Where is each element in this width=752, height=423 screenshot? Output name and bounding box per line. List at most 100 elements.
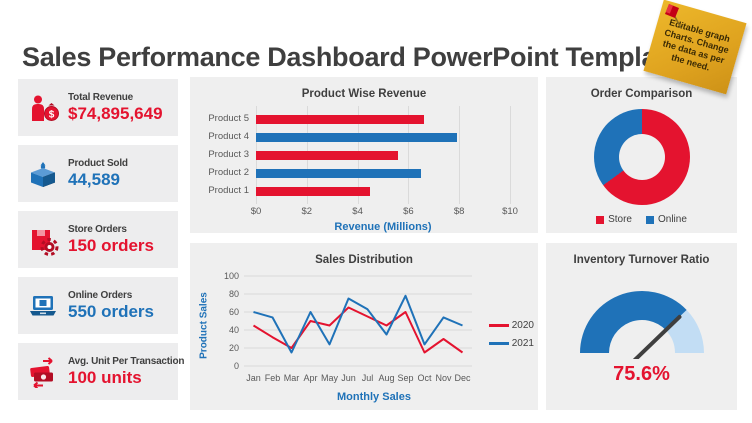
push-pin-icon xyxy=(660,2,688,39)
kpi-text: Avg. Unit Per Transaction 100 units xyxy=(68,355,185,388)
kpi-card-avg-unit: Avg. Unit Per Transaction 100 units xyxy=(18,343,185,400)
x-axis-label: Monthly Sales xyxy=(337,391,411,403)
bar-category-label: Product 1 xyxy=(208,185,249,196)
bar-category-label: Product 4 xyxy=(208,131,249,142)
donut-legend: Store Online xyxy=(546,214,737,225)
kpi-label: Online Orders xyxy=(68,289,133,301)
kpi-card-store-orders: Store Orders 150 orders xyxy=(18,211,178,268)
bar-xticks: $0 $2 $4 $6 $8 $10 xyxy=(251,206,518,218)
y-tick-label: 100 xyxy=(224,271,239,281)
inventory-turnover-panel: Inventory Turnover Ratio 75.6% xyxy=(546,243,737,410)
bar xyxy=(256,150,399,160)
laptop-order-icon xyxy=(26,289,60,323)
chart-title: Sales Distribution xyxy=(315,254,413,266)
bar-category-label: Product 5 xyxy=(208,113,249,124)
x-tick-label: Aug xyxy=(378,373,394,383)
kpi-label: Avg. Unit Per Transaction xyxy=(68,355,185,367)
person-money-icon: $ xyxy=(26,91,60,125)
bar-plot xyxy=(256,106,511,204)
kpi-card-product-sold: Product Sold 44,589 xyxy=(18,145,178,202)
x-axis-label: Revenue (Millions) xyxy=(334,221,432,233)
order-comparison-panel: Order Comparison Store Online xyxy=(546,77,737,233)
kpi-card-total-revenue: $ Total Revenue $74,895,649 xyxy=(18,79,178,136)
bar xyxy=(256,168,422,178)
line-svg: 0 20 40 60 80 100 Jan Feb Mar Apr May Jun Jul Aug Sep O… xyxy=(224,271,472,383)
kpi-text: Online Orders 550 orders xyxy=(68,290,154,322)
bar-xtick-label: $8 xyxy=(453,206,465,217)
bar-xtick-label: $4 xyxy=(352,206,363,217)
line-chart: Product Sales 0 20 40 60 80 100 Jan Feb Mar Apr Ma… xyxy=(190,268,538,390)
kpi-sidebar: $ Total Revenue $74,895,649 Product Sold… xyxy=(18,79,185,400)
kpi-text: Total Revenue $74,895,649 xyxy=(68,92,163,124)
store-gear-icon xyxy=(26,223,60,257)
x-tick-label: Jun xyxy=(341,373,356,383)
bar xyxy=(256,132,457,142)
legend-swatch xyxy=(646,215,654,224)
x-tick-label: Feb xyxy=(265,373,281,383)
kpi-value: 550 orders xyxy=(68,301,154,321)
x-tick-label: Apr xyxy=(303,373,317,383)
legend-label: Online xyxy=(658,214,687,225)
bar-gridline xyxy=(459,106,461,204)
legend-swatch xyxy=(596,215,605,224)
donut-hole xyxy=(618,134,665,180)
legend-swatch xyxy=(488,342,509,345)
bar-category-label: Product 2 xyxy=(208,167,249,178)
gauge-svg xyxy=(579,291,704,359)
kpi-label: Store Orders xyxy=(68,223,127,235)
bar-track xyxy=(256,182,510,200)
bar-xtick-label: $2 xyxy=(301,206,313,217)
kpi-card-online-orders: Online Orders 550 orders xyxy=(18,277,178,334)
bar xyxy=(256,114,424,124)
legend-label: Store xyxy=(608,214,632,225)
page-title: Sales Performance Dashboard PowerPoint T… xyxy=(22,42,680,73)
bar-gridline xyxy=(408,106,410,204)
kpi-value: 44,589 xyxy=(68,169,120,189)
gauge-value: 75.6% xyxy=(613,363,670,385)
y-tick-label: 20 xyxy=(229,343,239,353)
product-box-icon xyxy=(26,157,60,191)
legend-label: 2021 xyxy=(511,338,534,349)
x-tick-label: Jul xyxy=(362,373,374,383)
legend-item: Store xyxy=(596,214,632,225)
bar-xtick-label: $0 xyxy=(250,206,262,217)
x-tick-label: May xyxy=(321,373,339,383)
x-tick-label: Mar xyxy=(284,373,300,383)
bar-xtick-label: $6 xyxy=(403,206,414,217)
cash-exchange-icon xyxy=(26,355,60,389)
bar-gridline xyxy=(510,106,511,204)
legend-item: 2021 xyxy=(488,338,534,349)
legend-item: 2020 xyxy=(488,320,534,331)
chart-title: Inventory Turnover Ratio xyxy=(573,254,710,266)
x-tick-label: Jan xyxy=(246,373,261,383)
kpi-label: Product Sold xyxy=(68,157,128,169)
y-axis-label: Product Sales xyxy=(198,292,210,359)
gauge-needle xyxy=(632,314,681,359)
legend-swatch xyxy=(488,324,509,327)
bar-track xyxy=(256,110,510,128)
donut-chart xyxy=(593,109,690,205)
x-tick-label: Sep xyxy=(397,373,413,383)
bar-labels: Product 5 Product 4 Product 3 Product 2 Prod… xyxy=(202,110,256,200)
bar xyxy=(256,186,371,196)
line-legend: 2020 2021 xyxy=(488,320,534,349)
kpi-value: 100 units xyxy=(68,367,142,387)
kpi-value: $74,895,649 xyxy=(68,103,163,123)
series-line-2021 xyxy=(253,294,463,354)
sales-distribution-panel: Sales Distribution Product Sales 0 20 40 60… xyxy=(190,243,538,410)
svg-text:$: $ xyxy=(49,109,55,120)
bar-track xyxy=(256,164,510,182)
kpi-text: Store Orders 150 orders xyxy=(68,224,154,256)
bar-category-label: Product 3 xyxy=(208,149,249,160)
y-tick-label: 60 xyxy=(229,307,239,317)
kpi-text: Product Sold 44,589 xyxy=(68,158,128,190)
bar-xtick-label: $10 xyxy=(502,206,518,217)
x-tick-label: Oct xyxy=(417,373,432,383)
legend-item: Online xyxy=(646,214,687,225)
legend-label: 2020 xyxy=(511,320,534,331)
bar-chart: Product 5 Product 4 Product 3 Product 2 Prod… xyxy=(202,106,511,204)
x-tick-label: Nov xyxy=(435,373,452,383)
kpi-value: 150 orders xyxy=(68,235,154,255)
bar-track xyxy=(256,128,510,146)
y-tick-label: 0 xyxy=(234,361,239,371)
